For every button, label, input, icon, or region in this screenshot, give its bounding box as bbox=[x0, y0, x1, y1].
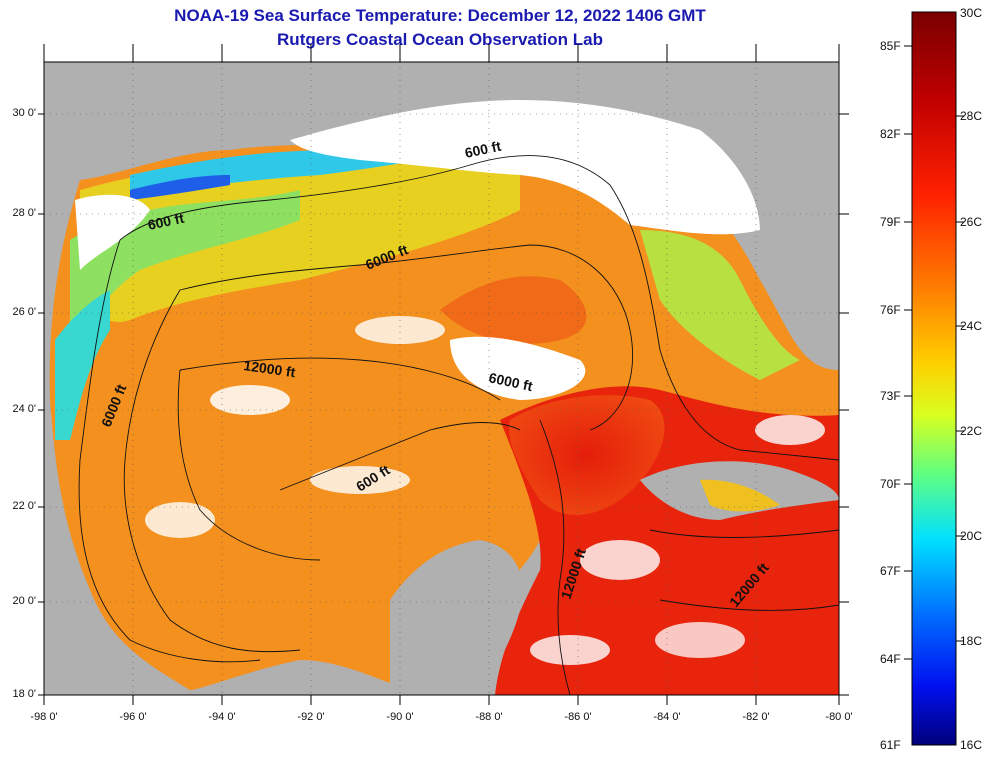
map-frame bbox=[43, 61, 840, 696]
contour-label-12000ft-1: 12000 ft bbox=[243, 357, 297, 380]
cb-c-18: 18C bbox=[960, 634, 983, 648]
cb-f-73: 73F bbox=[880, 389, 901, 403]
cloud-patch-5 bbox=[655, 622, 745, 658]
lon-label-86: -86 0' bbox=[564, 711, 592, 723]
cloud-patch-7 bbox=[355, 316, 445, 344]
cloud-west-shelf bbox=[75, 194, 150, 270]
cb-c-24: 24C bbox=[960, 319, 983, 333]
axis-ticks bbox=[38, 44, 849, 705]
yucatan-land bbox=[390, 540, 523, 695]
lon-label-88: -88 0' bbox=[475, 711, 503, 723]
florida-land bbox=[773, 62, 839, 343]
lon-label-94: -94 0' bbox=[208, 711, 236, 723]
lat-label-24: 24 0' bbox=[12, 403, 36, 415]
lon-label-82: -82 0' bbox=[742, 711, 770, 723]
lat-label-30: 30 0' bbox=[12, 107, 36, 119]
lon-label-96: -96 0' bbox=[119, 711, 147, 723]
lat-label-26: 26 0' bbox=[12, 306, 36, 318]
chart-subtitle: Rutgers Coastal Ocean Observation Lab bbox=[277, 30, 603, 49]
lat-label-28: 28 0' bbox=[12, 207, 36, 219]
coastal-blue bbox=[130, 175, 230, 200]
lon-label-90: -90 0' bbox=[386, 711, 414, 723]
cloud-patch-1 bbox=[210, 385, 290, 415]
shelf-cyan bbox=[55, 290, 110, 440]
lon-label-80: -80 0' bbox=[825, 711, 853, 723]
cb-f-67: 67F bbox=[880, 564, 901, 578]
lon-label-84: -84 0' bbox=[653, 711, 681, 723]
bathymetry-contours bbox=[78, 155, 840, 696]
cb-c-20: 20C bbox=[960, 529, 983, 543]
shelf-yellow bbox=[80, 155, 520, 322]
cb-f-85: 85F bbox=[880, 39, 901, 53]
colorbar-ticks bbox=[904, 45, 964, 660]
lat-label-20: 20 0' bbox=[12, 595, 36, 607]
lon-label-98: -98 0' bbox=[30, 711, 58, 723]
cb-f-79: 79F bbox=[880, 215, 901, 229]
lat-label-22: 22 0' bbox=[12, 500, 36, 512]
cb-f-61: 61F bbox=[880, 738, 901, 752]
cuba-shelf bbox=[700, 479, 780, 512]
warm-loop-current bbox=[509, 395, 665, 515]
lon-label-92: -92 0' bbox=[297, 711, 325, 723]
lat-label-18: 18 0' bbox=[12, 688, 36, 700]
cloud-patch-4 bbox=[580, 540, 660, 580]
cb-f-76: 76F bbox=[880, 303, 901, 317]
cb-c-26: 26C bbox=[960, 215, 983, 229]
contour-label-600ft-2: 600 ft bbox=[463, 138, 502, 161]
cb-f-70: 70F bbox=[880, 477, 901, 491]
colorbar bbox=[911, 11, 957, 746]
contour-label-600ft-1: 600 ft bbox=[146, 210, 185, 233]
cb-c-16: 16C bbox=[960, 738, 983, 752]
cloud-patch-8 bbox=[530, 635, 610, 665]
cloud-patch-6 bbox=[755, 415, 825, 445]
cb-c-30: 30C bbox=[960, 6, 983, 20]
florida-shelf bbox=[640, 230, 800, 380]
cb-c-28: 28C bbox=[960, 109, 983, 123]
chart-title: NOAA-19 Sea Surface Temperature: Decembe… bbox=[174, 6, 706, 25]
cb-c-22: 22C bbox=[960, 424, 983, 438]
cloud-patch-2 bbox=[310, 466, 410, 494]
orange-eddy bbox=[440, 276, 587, 344]
cb-f-82: 82F bbox=[880, 127, 901, 141]
cb-f-64: 64F bbox=[880, 652, 901, 666]
cloud-central bbox=[450, 336, 586, 400]
cloud-patch-3 bbox=[145, 502, 215, 538]
cloud-north-gulf bbox=[290, 100, 760, 235]
